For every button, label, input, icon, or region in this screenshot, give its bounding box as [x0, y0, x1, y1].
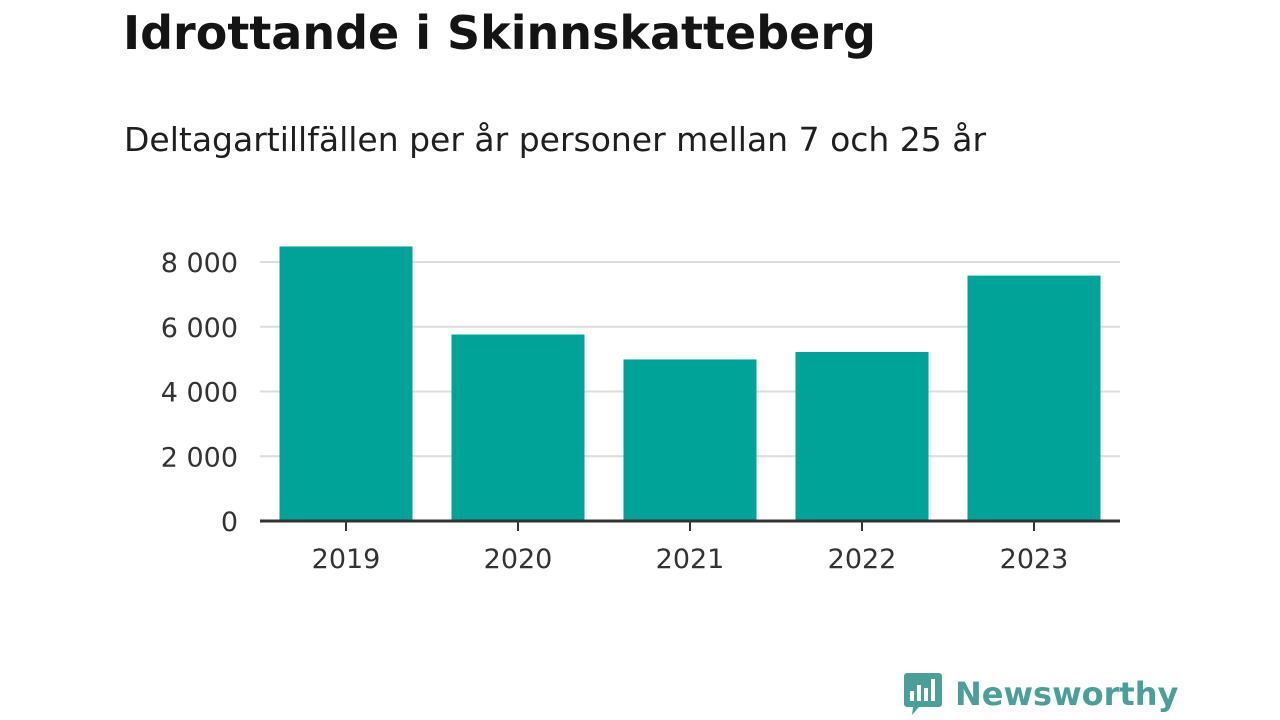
- y-tick-label: 2 000: [161, 442, 238, 473]
- brand-logo: Newsworthy: [903, 671, 1178, 717]
- x-tick-label: 2019: [312, 544, 381, 575]
- chart-subtitle: Deltagartillfällen per år personer mella…: [124, 120, 987, 159]
- y-tick-label: 0: [221, 507, 238, 538]
- bar-2023: [967, 275, 1101, 521]
- x-tick-label: 2023: [1000, 544, 1069, 575]
- chart-title: Idrottande i Skinnskatteberg: [123, 6, 876, 60]
- bars: [279, 246, 1101, 521]
- x-tick-label: 2022: [828, 544, 897, 575]
- bar-2021: [623, 359, 757, 521]
- y-tick-label: 4 000: [161, 378, 238, 409]
- bar-chart-speech-bubble-icon: [904, 673, 942, 715]
- axes: 0 2 000 4 000 6 000 8 000 2019 2020 2021 2022 202…: [161, 248, 1120, 575]
- bar-2020: [451, 334, 585, 521]
- bar-2019: [279, 246, 413, 521]
- x-tick-label: 2020: [484, 544, 553, 575]
- x-tick-label: 2021: [656, 544, 725, 575]
- bar-2022: [795, 352, 929, 521]
- brand-name: Newsworthy: [955, 675, 1179, 713]
- y-tick-label: 6 000: [161, 313, 238, 344]
- y-tick-label: 8 000: [161, 248, 238, 279]
